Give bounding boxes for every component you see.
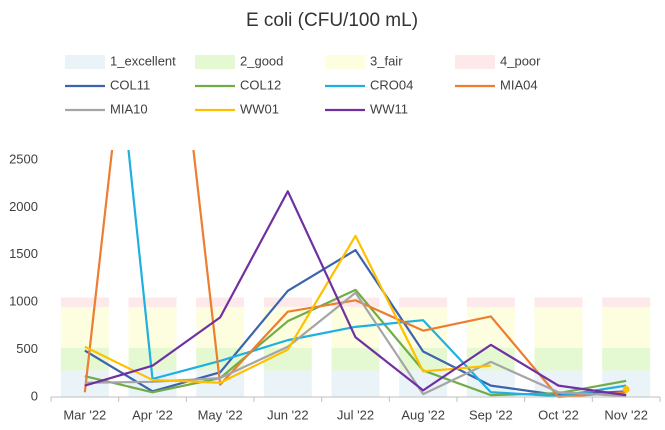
band-segment — [263, 347, 312, 371]
y-tick-label: 2500 — [9, 151, 38, 166]
x-tick-label: Apr '22 — [132, 407, 173, 422]
band-segment — [331, 297, 380, 307]
y-tick-label: 1500 — [9, 246, 38, 261]
band-segment — [196, 297, 245, 307]
band-segment — [128, 306, 177, 348]
band-segment — [602, 297, 651, 307]
band-segment — [331, 347, 380, 371]
line-series — [84, 248, 627, 397]
band-segment — [534, 306, 583, 348]
line-series — [127, 150, 627, 398]
x-tick-label: Jun '22 — [267, 407, 309, 422]
line-series — [83, 150, 627, 399]
legend-label: WW11 — [370, 101, 408, 116]
chart-title: E coli (CFU/100 mL) — [246, 10, 418, 31]
band-segment — [399, 347, 448, 371]
legend-label: 1_excellent — [110, 53, 176, 68]
legend-label: CRO04 — [370, 77, 413, 92]
band-segment — [331, 370, 380, 397]
x-tick-label: Mar '22 — [63, 407, 106, 422]
legend-swatch — [195, 55, 235, 69]
band-segment — [466, 306, 515, 348]
legend-label: COL11 — [110, 77, 150, 92]
band-segment — [534, 297, 583, 307]
x-tick-label: Jul '22 — [337, 407, 374, 422]
legend-label: 4_poor — [500, 53, 541, 68]
band-segment — [60, 297, 109, 307]
band-segment — [263, 297, 312, 307]
band-segment — [466, 297, 515, 307]
legend-label: COL12 — [240, 77, 281, 92]
line-series — [84, 234, 491, 384]
x-tick-label: Aug '22 — [401, 407, 445, 422]
band-segment — [399, 297, 448, 307]
legend-label: MIA10 — [110, 101, 148, 116]
x-tick-label: Sep '22 — [469, 407, 513, 422]
band-segment — [602, 347, 651, 371]
legend-label: MIA04 — [500, 77, 538, 92]
y-tick-label: 0 — [31, 388, 38, 403]
band-segment — [60, 306, 109, 348]
line-series — [84, 190, 627, 397]
band-segment — [196, 306, 245, 348]
x-tick-label: Oct '22 — [538, 407, 579, 422]
legend-swatch — [325, 55, 365, 69]
band-segment — [263, 370, 312, 397]
line-point — [622, 385, 630, 393]
band-segment — [534, 347, 583, 371]
band-segment — [602, 306, 651, 348]
band-segment — [128, 347, 177, 371]
legend-swatch — [65, 55, 105, 69]
y-tick-label: 2000 — [9, 199, 38, 214]
legend-label: WW01 — [240, 101, 279, 116]
legend-label: 3_fair — [370, 53, 403, 68]
legend-label: 2_good — [240, 53, 283, 68]
legend-swatch — [455, 55, 495, 69]
x-tick-label: May '22 — [198, 407, 243, 422]
y-tick-label: 1000 — [9, 294, 38, 309]
lines — [83, 150, 630, 399]
x-tick-label: Nov '22 — [604, 407, 648, 422]
y-tick-label: 500 — [16, 341, 38, 356]
band-segment — [128, 297, 177, 307]
